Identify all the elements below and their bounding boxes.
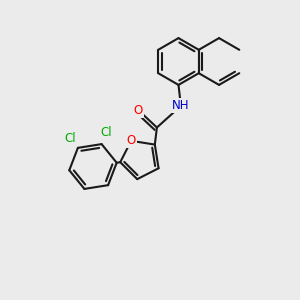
Text: O: O xyxy=(127,134,136,147)
Text: Cl: Cl xyxy=(100,126,112,139)
Text: Cl: Cl xyxy=(64,132,76,145)
Text: NH: NH xyxy=(172,99,190,112)
Text: O: O xyxy=(134,103,143,117)
